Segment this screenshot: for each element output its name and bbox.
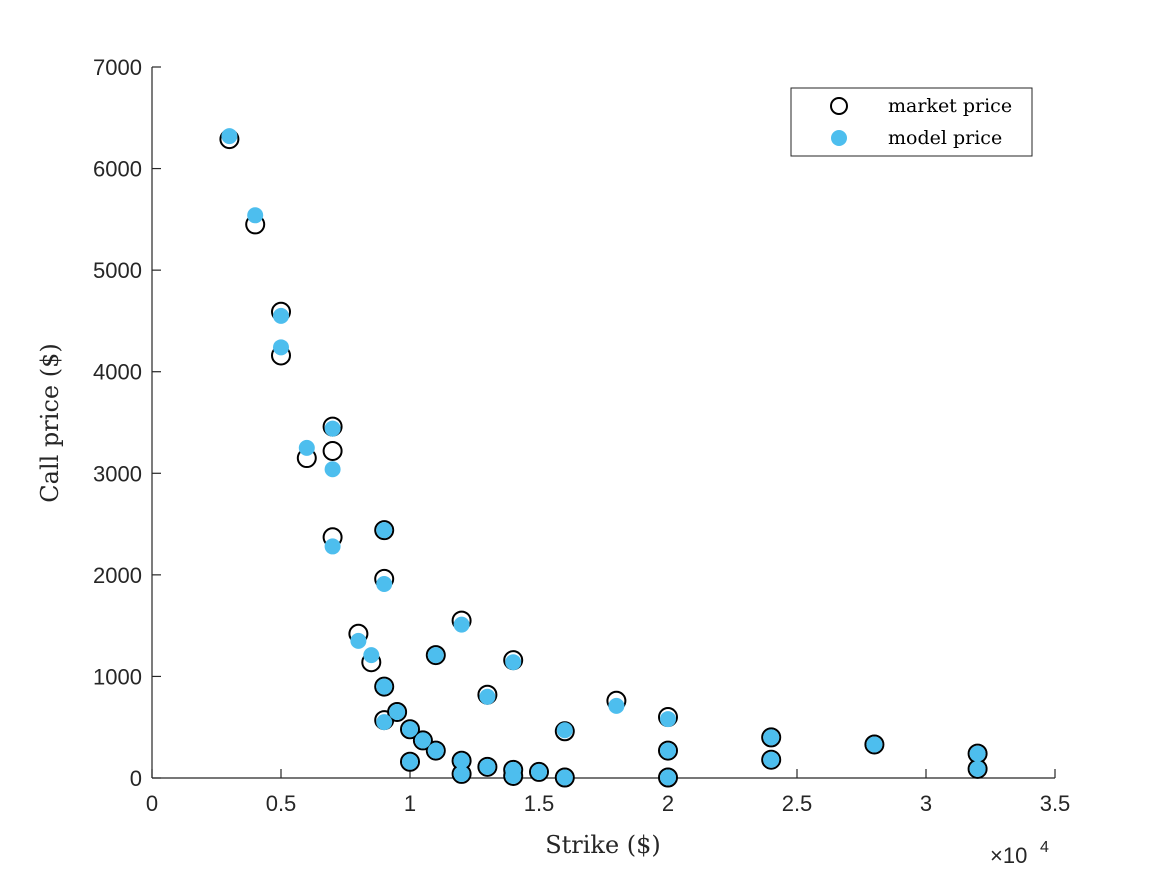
- x-axis-exponent-base: ×10: [990, 843, 1027, 868]
- y-tick-label: 6000: [93, 157, 142, 182]
- market-price-point: [425, 740, 446, 761]
- market-price-point: [658, 740, 678, 761]
- y-tick-label: 0: [130, 766, 142, 791]
- model-price-point: [376, 678, 393, 695]
- x-tick-label: 0: [146, 791, 158, 816]
- market-price-point: [400, 719, 420, 740]
- y-axis-ticks: 0 1000 2000 3000 4000 5000 6000 7000: [93, 55, 161, 791]
- market-price-point: [322, 440, 343, 461]
- model-price-point: [479, 758, 496, 775]
- model-price-point: [453, 765, 470, 782]
- model-price-point: [505, 654, 522, 671]
- model-price-point: [608, 697, 625, 714]
- x-axis-exponent-power: 4: [1040, 839, 1049, 856]
- y-tick-label: 2000: [93, 563, 142, 588]
- model-price-series: [221, 128, 986, 786]
- model-price-point: [324, 420, 341, 437]
- legend-model-marker: [831, 130, 847, 146]
- model-price-point: [389, 703, 406, 720]
- legend-model-label: model price: [888, 127, 1002, 149]
- model-price-point: [556, 722, 573, 739]
- x-axis-title: Strike ($): [545, 831, 661, 859]
- model-price-point: [556, 769, 573, 786]
- y-tick-label: 1000: [93, 664, 142, 689]
- market-price-point: [374, 676, 395, 697]
- x-tick-label: 2: [662, 791, 674, 816]
- market-price-series: [219, 129, 988, 788]
- model-price-point: [247, 207, 264, 224]
- model-price-point: [273, 339, 289, 356]
- model-price-point: [763, 751, 780, 768]
- model-price-point: [453, 752, 470, 769]
- market-price-point: [554, 767, 575, 788]
- model-price-point: [376, 714, 393, 731]
- market-price-point: [400, 751, 420, 772]
- plot-area: 0 0.5 1 1.5 2 2.5 3 3.5 0 1000 2000 3000 4000 5000 60…: [93, 55, 1070, 816]
- x-tick-label: 0.5: [266, 791, 297, 816]
- y-tick-label: 4000: [93, 360, 142, 385]
- market-price-point: [387, 701, 408, 722]
- model-price-point: [660, 711, 676, 728]
- market-price-point: [374, 520, 395, 541]
- x-tick-label: 2.5: [782, 791, 813, 816]
- market-price-point: [761, 727, 782, 748]
- market-price-point: [529, 761, 549, 782]
- legend-box: [790, 87, 1033, 157]
- y-tick-label: 3000: [93, 461, 142, 486]
- model-price-point: [660, 742, 676, 759]
- model-price-point: [414, 732, 431, 749]
- model-price-point: [969, 760, 986, 777]
- model-price-point: [505, 767, 522, 784]
- x-tick-label: 3: [920, 791, 932, 816]
- model-price-point: [324, 538, 341, 555]
- legend-market-label: market price: [888, 95, 1012, 117]
- x-axis-ticks: 0 0.5 1 1.5 2 2.5 3 3.5: [146, 769, 1070, 816]
- model-price-point: [660, 769, 676, 786]
- market-price-point: [477, 756, 498, 777]
- model-price-point: [763, 729, 780, 746]
- model-price-point: [427, 742, 444, 759]
- x-tick-label: 3.5: [1040, 791, 1071, 816]
- model-price-point: [969, 745, 986, 762]
- legend-market-marker: [830, 97, 848, 115]
- model-price-point: [453, 616, 470, 633]
- x-axis-exponent: ×10 4: [990, 839, 1049, 868]
- market-price-point: [425, 645, 446, 666]
- model-price-point: [350, 632, 367, 649]
- market-price-point: [412, 730, 433, 751]
- model-price-point: [376, 522, 393, 539]
- y-axis-title: Call price ($): [36, 343, 64, 502]
- model-price-point: [427, 647, 444, 664]
- model-price-point: [221, 128, 238, 145]
- market-price-point: [658, 767, 678, 788]
- market-price-point: [761, 749, 782, 770]
- market-price-point: [864, 734, 885, 755]
- model-price-point: [866, 736, 883, 753]
- model-price-point: [273, 307, 289, 324]
- y-tick-label: 5000: [93, 258, 142, 283]
- x-tick-label: 1: [404, 791, 416, 816]
- model-price-point: [402, 721, 418, 738]
- x-tick-label: 1.5: [524, 791, 555, 816]
- model-price-point: [402, 753, 418, 770]
- model-price-point: [298, 439, 315, 456]
- model-price-point: [376, 575, 393, 592]
- legend: market price model price: [790, 87, 1033, 157]
- model-price-point: [324, 461, 341, 478]
- model-price-point: [479, 688, 496, 705]
- model-price-point: [531, 763, 547, 780]
- model-price-point: [363, 647, 380, 664]
- y-tick-label: 7000: [93, 55, 142, 80]
